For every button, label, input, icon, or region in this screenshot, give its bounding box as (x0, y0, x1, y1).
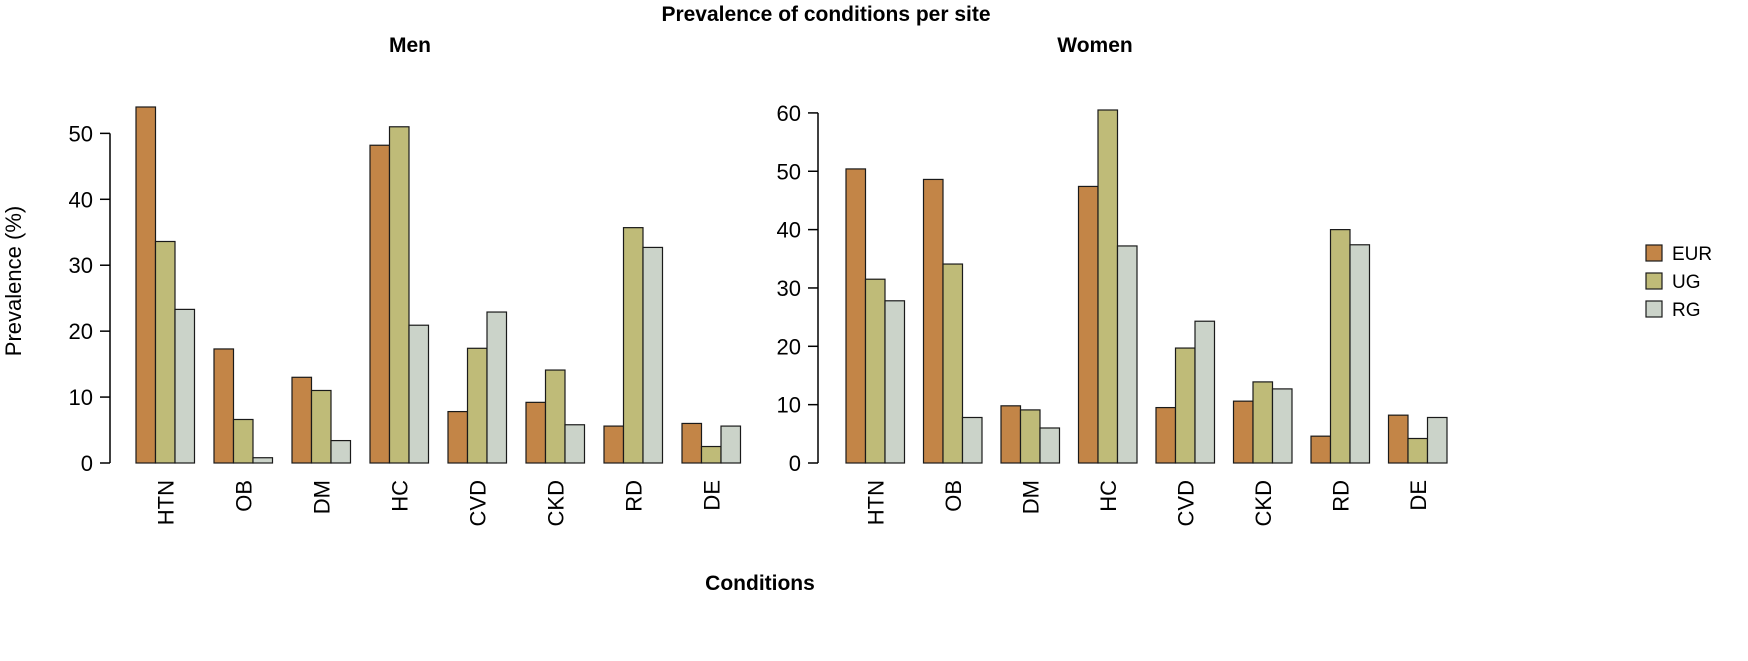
men-y-tick-label: 40 (69, 187, 93, 212)
women-bar-dm-ug (1019, 409, 1041, 464)
women-category-label-de: DE (1406, 480, 1431, 511)
men-panel: Men 0 10 20 30 40 50 HTN OB DM HC CVD CKD RD DE (69, 34, 742, 526)
women-bar-ckd-rg (1271, 388, 1293, 464)
women-bar-de-ug (1407, 437, 1429, 464)
women-bar-de-rg (1426, 416, 1448, 464)
women-bar-rd-ug (1329, 229, 1351, 464)
men-bar-dm-ug (310, 389, 332, 464)
men-category-label-htn: HTN (153, 480, 178, 525)
women-category-label-ckd: CKD (1251, 480, 1276, 526)
women-bar-cvd-eur (1155, 406, 1177, 464)
women-bar-htn-eur (845, 168, 867, 464)
women-panel: Women 0 10 20 30 40 50 60 HTN OB DM HC CVD CKD RD DE (777, 34, 1448, 526)
men-bar-cvd-rg (486, 311, 508, 464)
women-y-tick-label: 60 (777, 101, 801, 126)
men-bar-de-eur (681, 422, 703, 464)
women-bar-ob-rg (961, 416, 983, 464)
women-category-label-ob: OB (941, 480, 966, 512)
women-panel-title: Women (1057, 34, 1132, 57)
legend-label-eur: EUR (1672, 244, 1712, 265)
men-bar-hc-rg (408, 324, 430, 464)
figure-title: Prevalence of conditions per site (661, 3, 990, 26)
women-bar-htn-rg (884, 300, 906, 464)
men-y-tick-label: 10 (69, 385, 93, 410)
women-category-label-cvd: CVD (1173, 480, 1198, 526)
men-bar-ob-ug (232, 418, 254, 464)
men-bar-ob-eur (213, 348, 235, 464)
women-bar-ob-ug (942, 263, 964, 464)
figure-ylabel: Prevalence (%) (1, 206, 26, 356)
men-bar-rd-rg (642, 246, 664, 464)
women-y-tick-label: 30 (777, 276, 801, 301)
women-bar-cvd-ug (1174, 347, 1196, 464)
women-bar-ckd-ug (1252, 381, 1274, 464)
women-y-tick-label: 20 (777, 334, 801, 359)
women-bar-rd-eur (1310, 435, 1332, 464)
women-category-label-hc: HC (1096, 480, 1121, 512)
women-bar-ckd-eur (1232, 400, 1254, 464)
women-bar-rd-rg (1349, 244, 1371, 464)
men-bar-dm-eur (291, 376, 313, 464)
women-bar-htn-ug (864, 278, 886, 464)
men-panel-title: Men (389, 34, 431, 57)
men-bar-ckd-rg (564, 424, 586, 464)
legend: EUR UG RG (1645, 244, 1712, 321)
men-category-label-ob: OB (231, 480, 256, 512)
men-bar-rd-eur (603, 425, 625, 464)
legend-label-ug: UG (1672, 272, 1701, 293)
women-bar-de-eur (1387, 414, 1409, 464)
men-bar-dm-rg (330, 439, 352, 464)
women-category-label-rd: RD (1328, 480, 1353, 512)
men-category-label-ckd: CKD (543, 480, 568, 526)
men-y-tick-label: 20 (69, 319, 93, 344)
men-y-tick-label: 30 (69, 253, 93, 278)
men-bar-cvd-eur (447, 410, 469, 464)
men-category-label-hc: HC (387, 480, 412, 512)
men-y-tick-label: 50 (69, 121, 93, 146)
men-bar-rd-ug (622, 227, 644, 464)
legend-swatch-eur (1645, 244, 1663, 262)
women-y-tick-label: 50 (777, 159, 801, 184)
women-bar-cvd-rg (1194, 320, 1216, 464)
men-bar-ob-rg (252, 457, 274, 464)
women-category-label-htn: HTN (863, 480, 888, 525)
men-bar-cvd-ug (466, 347, 488, 464)
men-bar-de-ug (700, 445, 722, 464)
men-bar-ckd-eur (525, 401, 547, 464)
men-category-label-de: DE (699, 480, 724, 511)
women-bar-hc-ug (1097, 109, 1119, 464)
women-y-tick-label: 10 (777, 393, 801, 418)
men-bar-htn-eur (135, 106, 157, 464)
men-category-label-rd: RD (621, 480, 646, 512)
men-category-label-cvd: CVD (465, 480, 490, 526)
women-bar-dm-rg (1039, 427, 1061, 464)
men-bar-hc-ug (388, 126, 410, 464)
legend-label-rg: RG (1672, 300, 1701, 321)
women-y-tick-label: 0 (789, 451, 801, 476)
figure-xlabel: Conditions (705, 572, 815, 595)
women-y-tick-label: 40 (777, 218, 801, 243)
legend-swatch-ug (1645, 272, 1663, 290)
women-bar-ob-eur (922, 178, 944, 464)
legend-swatch-rg (1645, 300, 1663, 318)
men-bar-ckd-ug (544, 369, 566, 464)
men-bar-htn-ug (154, 240, 176, 464)
women-bar-hc-eur (1077, 185, 1099, 464)
men-bar-de-rg (720, 425, 742, 464)
men-y-tick-label: 0 (81, 451, 93, 476)
men-category-label-dm: DM (309, 480, 334, 514)
men-bar-htn-rg (174, 308, 196, 464)
women-category-label-dm: DM (1018, 480, 1043, 514)
men-bar-hc-eur (369, 144, 391, 464)
women-bar-dm-eur (1000, 405, 1022, 464)
women-bar-hc-rg (1116, 245, 1138, 464)
